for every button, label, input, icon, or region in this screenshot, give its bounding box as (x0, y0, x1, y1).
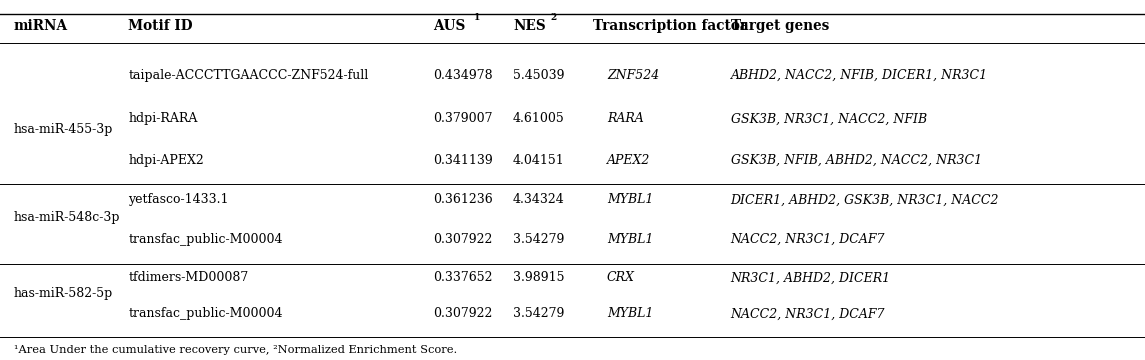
Text: 4.61005: 4.61005 (513, 112, 564, 125)
Text: 0.379007: 0.379007 (433, 112, 492, 125)
Text: tfdimers-MD00087: tfdimers-MD00087 (128, 271, 248, 284)
Text: RARA: RARA (607, 112, 643, 125)
Text: 4.34324: 4.34324 (513, 193, 564, 206)
Text: transfac_public-M00004: transfac_public-M00004 (128, 307, 283, 320)
Text: MYBL1: MYBL1 (607, 233, 654, 246)
Text: 5.45039: 5.45039 (513, 69, 564, 82)
Text: hsa-miR-455-3p: hsa-miR-455-3p (14, 123, 113, 136)
Text: 0.341139: 0.341139 (433, 154, 492, 167)
Text: 0.361236: 0.361236 (433, 193, 492, 206)
Text: Transcription factor: Transcription factor (593, 19, 748, 33)
Text: APEX2: APEX2 (607, 154, 650, 167)
Text: NACC2, NR3C1, DCAF7: NACC2, NR3C1, DCAF7 (731, 233, 885, 246)
Text: 3.54279: 3.54279 (513, 233, 564, 246)
Text: AUS: AUS (433, 19, 465, 33)
Text: has-miR-582-5p: has-miR-582-5p (14, 287, 113, 300)
Text: NACC2, NR3C1, DCAF7: NACC2, NR3C1, DCAF7 (731, 307, 885, 320)
Text: hdpi-RARA: hdpi-RARA (128, 112, 198, 125)
Text: ABHD2, NACC2, NFIB, DICER1, NR3C1: ABHD2, NACC2, NFIB, DICER1, NR3C1 (731, 69, 988, 82)
Text: MYBL1: MYBL1 (607, 307, 654, 320)
Text: NES: NES (513, 19, 546, 33)
Text: 1: 1 (474, 13, 481, 22)
Text: taipale-ACCCTTGAACCC-ZNF524-full: taipale-ACCCTTGAACCC-ZNF524-full (128, 69, 369, 82)
Text: GSK3B, NFIB, ABHD2, NACC2, NR3C1: GSK3B, NFIB, ABHD2, NACC2, NR3C1 (731, 154, 981, 167)
Text: yetfasco-1433.1: yetfasco-1433.1 (128, 193, 229, 206)
Text: 0.307922: 0.307922 (433, 233, 492, 246)
Text: CRX: CRX (607, 271, 634, 284)
Text: MYBL1: MYBL1 (607, 193, 654, 206)
Text: 3.98915: 3.98915 (513, 271, 564, 284)
Text: 3.54279: 3.54279 (513, 307, 564, 320)
Text: transfac_public-M00004: transfac_public-M00004 (128, 233, 283, 246)
Text: 4.04151: 4.04151 (513, 154, 564, 167)
Text: ZNF524: ZNF524 (607, 69, 660, 82)
Text: Motif ID: Motif ID (128, 19, 192, 33)
Text: 0.337652: 0.337652 (433, 271, 492, 284)
Text: 0.434978: 0.434978 (433, 69, 492, 82)
Text: GSK3B, NR3C1, NACC2, NFIB: GSK3B, NR3C1, NACC2, NFIB (731, 112, 926, 125)
Text: hdpi-APEX2: hdpi-APEX2 (128, 154, 204, 167)
Text: hsa-miR-548c-3p: hsa-miR-548c-3p (14, 211, 120, 224)
Text: 2: 2 (551, 13, 556, 22)
Text: NR3C1, ABHD2, DICER1: NR3C1, ABHD2, DICER1 (731, 271, 891, 284)
Text: ¹Area Under the cumulative recovery curve, ²Normalized Enrichment Score.: ¹Area Under the cumulative recovery curv… (14, 345, 457, 355)
Text: miRNA: miRNA (14, 19, 68, 33)
Text: Target genes: Target genes (731, 19, 829, 33)
Text: 0.307922: 0.307922 (433, 307, 492, 320)
Text: DICER1, ABHD2, GSK3B, NR3C1, NACC2: DICER1, ABHD2, GSK3B, NR3C1, NACC2 (731, 193, 998, 206)
